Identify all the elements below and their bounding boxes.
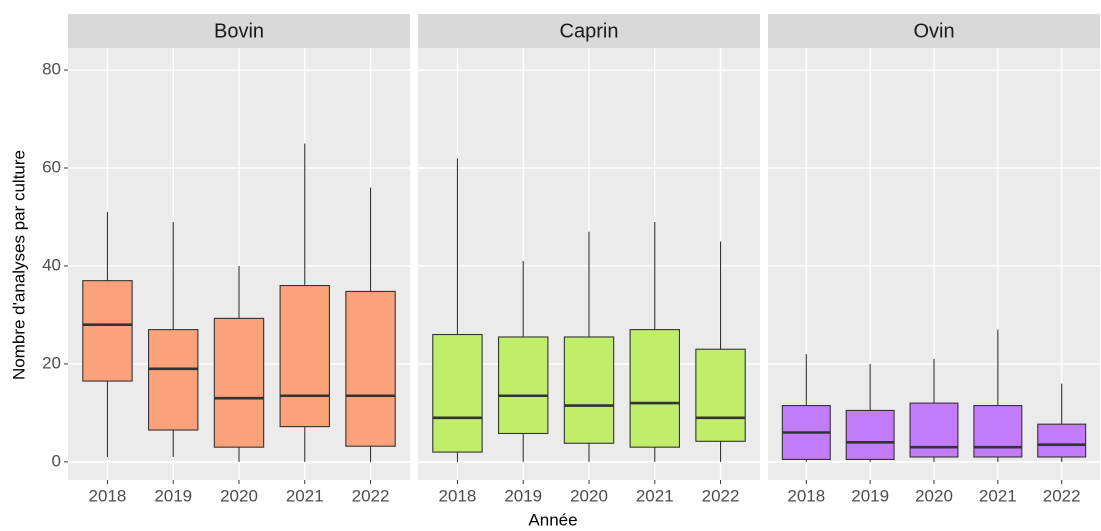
box <box>973 405 1023 458</box>
x-tick-label: 2020 <box>915 486 953 505</box>
x-tick-label: 2022 <box>1043 486 1081 505</box>
x-tick-label: 2021 <box>636 486 674 505</box>
x-tick-label: 2020 <box>220 486 258 505</box>
box <box>629 329 680 448</box>
y-tick-label: 80 <box>42 60 61 79</box>
x-tick-label: 2022 <box>352 486 390 505</box>
strip-title: Bovin <box>214 20 264 42</box>
y-tick-label: 20 <box>42 353 61 372</box>
x-tick-label: 2022 <box>702 486 740 505</box>
box <box>909 402 959 458</box>
box <box>432 333 483 453</box>
y-tick-label: 0 <box>52 451 61 470</box>
strip <box>768 14 1100 48</box>
y-tick-label: 40 <box>42 255 61 274</box>
x-tick-label: 2021 <box>979 486 1017 505</box>
x-tick-label: 2018 <box>439 486 477 505</box>
y-tick-label: 60 <box>42 157 61 176</box>
box <box>498 336 549 435</box>
y-axis-title: Nombre d'analyses par culture <box>9 150 28 380</box>
box <box>345 290 396 447</box>
x-tick-label: 2018 <box>787 486 825 505</box>
strip-title: Ovin <box>913 20 954 42</box>
box <box>845 409 895 460</box>
strip-title: Caprin <box>560 20 619 42</box>
strip <box>418 14 760 48</box>
box <box>695 348 746 442</box>
box <box>1037 423 1087 458</box>
x-tick-label: 2018 <box>89 486 127 505</box>
x-tick-label: 2020 <box>570 486 608 505</box>
box <box>213 317 265 448</box>
x-tick-label: 2021 <box>286 486 324 505</box>
x-tick-label: 2019 <box>504 486 542 505</box>
x-tick-label: 2019 <box>154 486 192 505</box>
strip <box>68 14 410 48</box>
box <box>148 329 199 431</box>
x-axis-title: Année <box>528 510 577 529</box>
box <box>279 285 330 428</box>
box <box>563 336 615 444</box>
box <box>82 280 133 382</box>
x-tick-label: 2019 <box>851 486 889 505</box>
